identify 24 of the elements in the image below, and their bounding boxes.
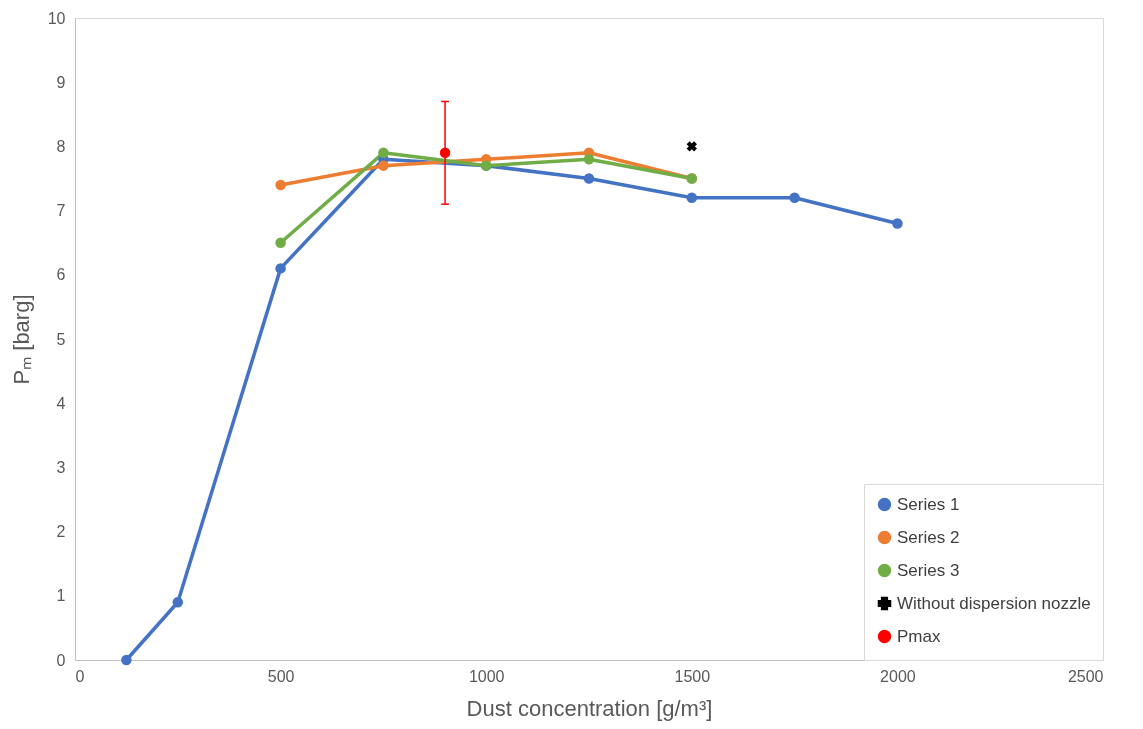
y-tick-label: 0 [56,651,66,669]
y-tick-label: 3 [56,458,66,476]
legend-label: Series 3 [897,560,960,580]
x-tick-label: 500 [267,667,295,685]
y-tick-label: 7 [56,202,66,220]
y-tick-label: 1 [56,587,66,605]
y-tick-label: 2 [56,523,66,541]
y-tick-label: 6 [56,266,66,284]
legend-label: Pmax [897,626,941,646]
x-tick-label: 2500 [1067,667,1104,685]
legend-label: Without dispersion nozzle [897,593,1091,613]
x-tick-label: 1500 [674,667,711,685]
y-tick-label: 4 [56,394,66,412]
y-tick-label: 9 [56,73,66,91]
legend-label: Series 2 [897,527,960,547]
y-axis-title: Pₘ [barg] [8,294,34,385]
x-tick-label: 2000 [880,667,916,685]
x-tick-label: 1000 [468,667,505,685]
x-tick-label: 0 [75,667,85,685]
legend-label: Series 1 [897,494,960,514]
y-tick-label: 5 [56,330,66,348]
y-tick-label: 8 [56,137,66,155]
y-tick-label: 10 [47,9,66,27]
x-axis-title: Dust concentration [g/m³] [466,695,713,721]
